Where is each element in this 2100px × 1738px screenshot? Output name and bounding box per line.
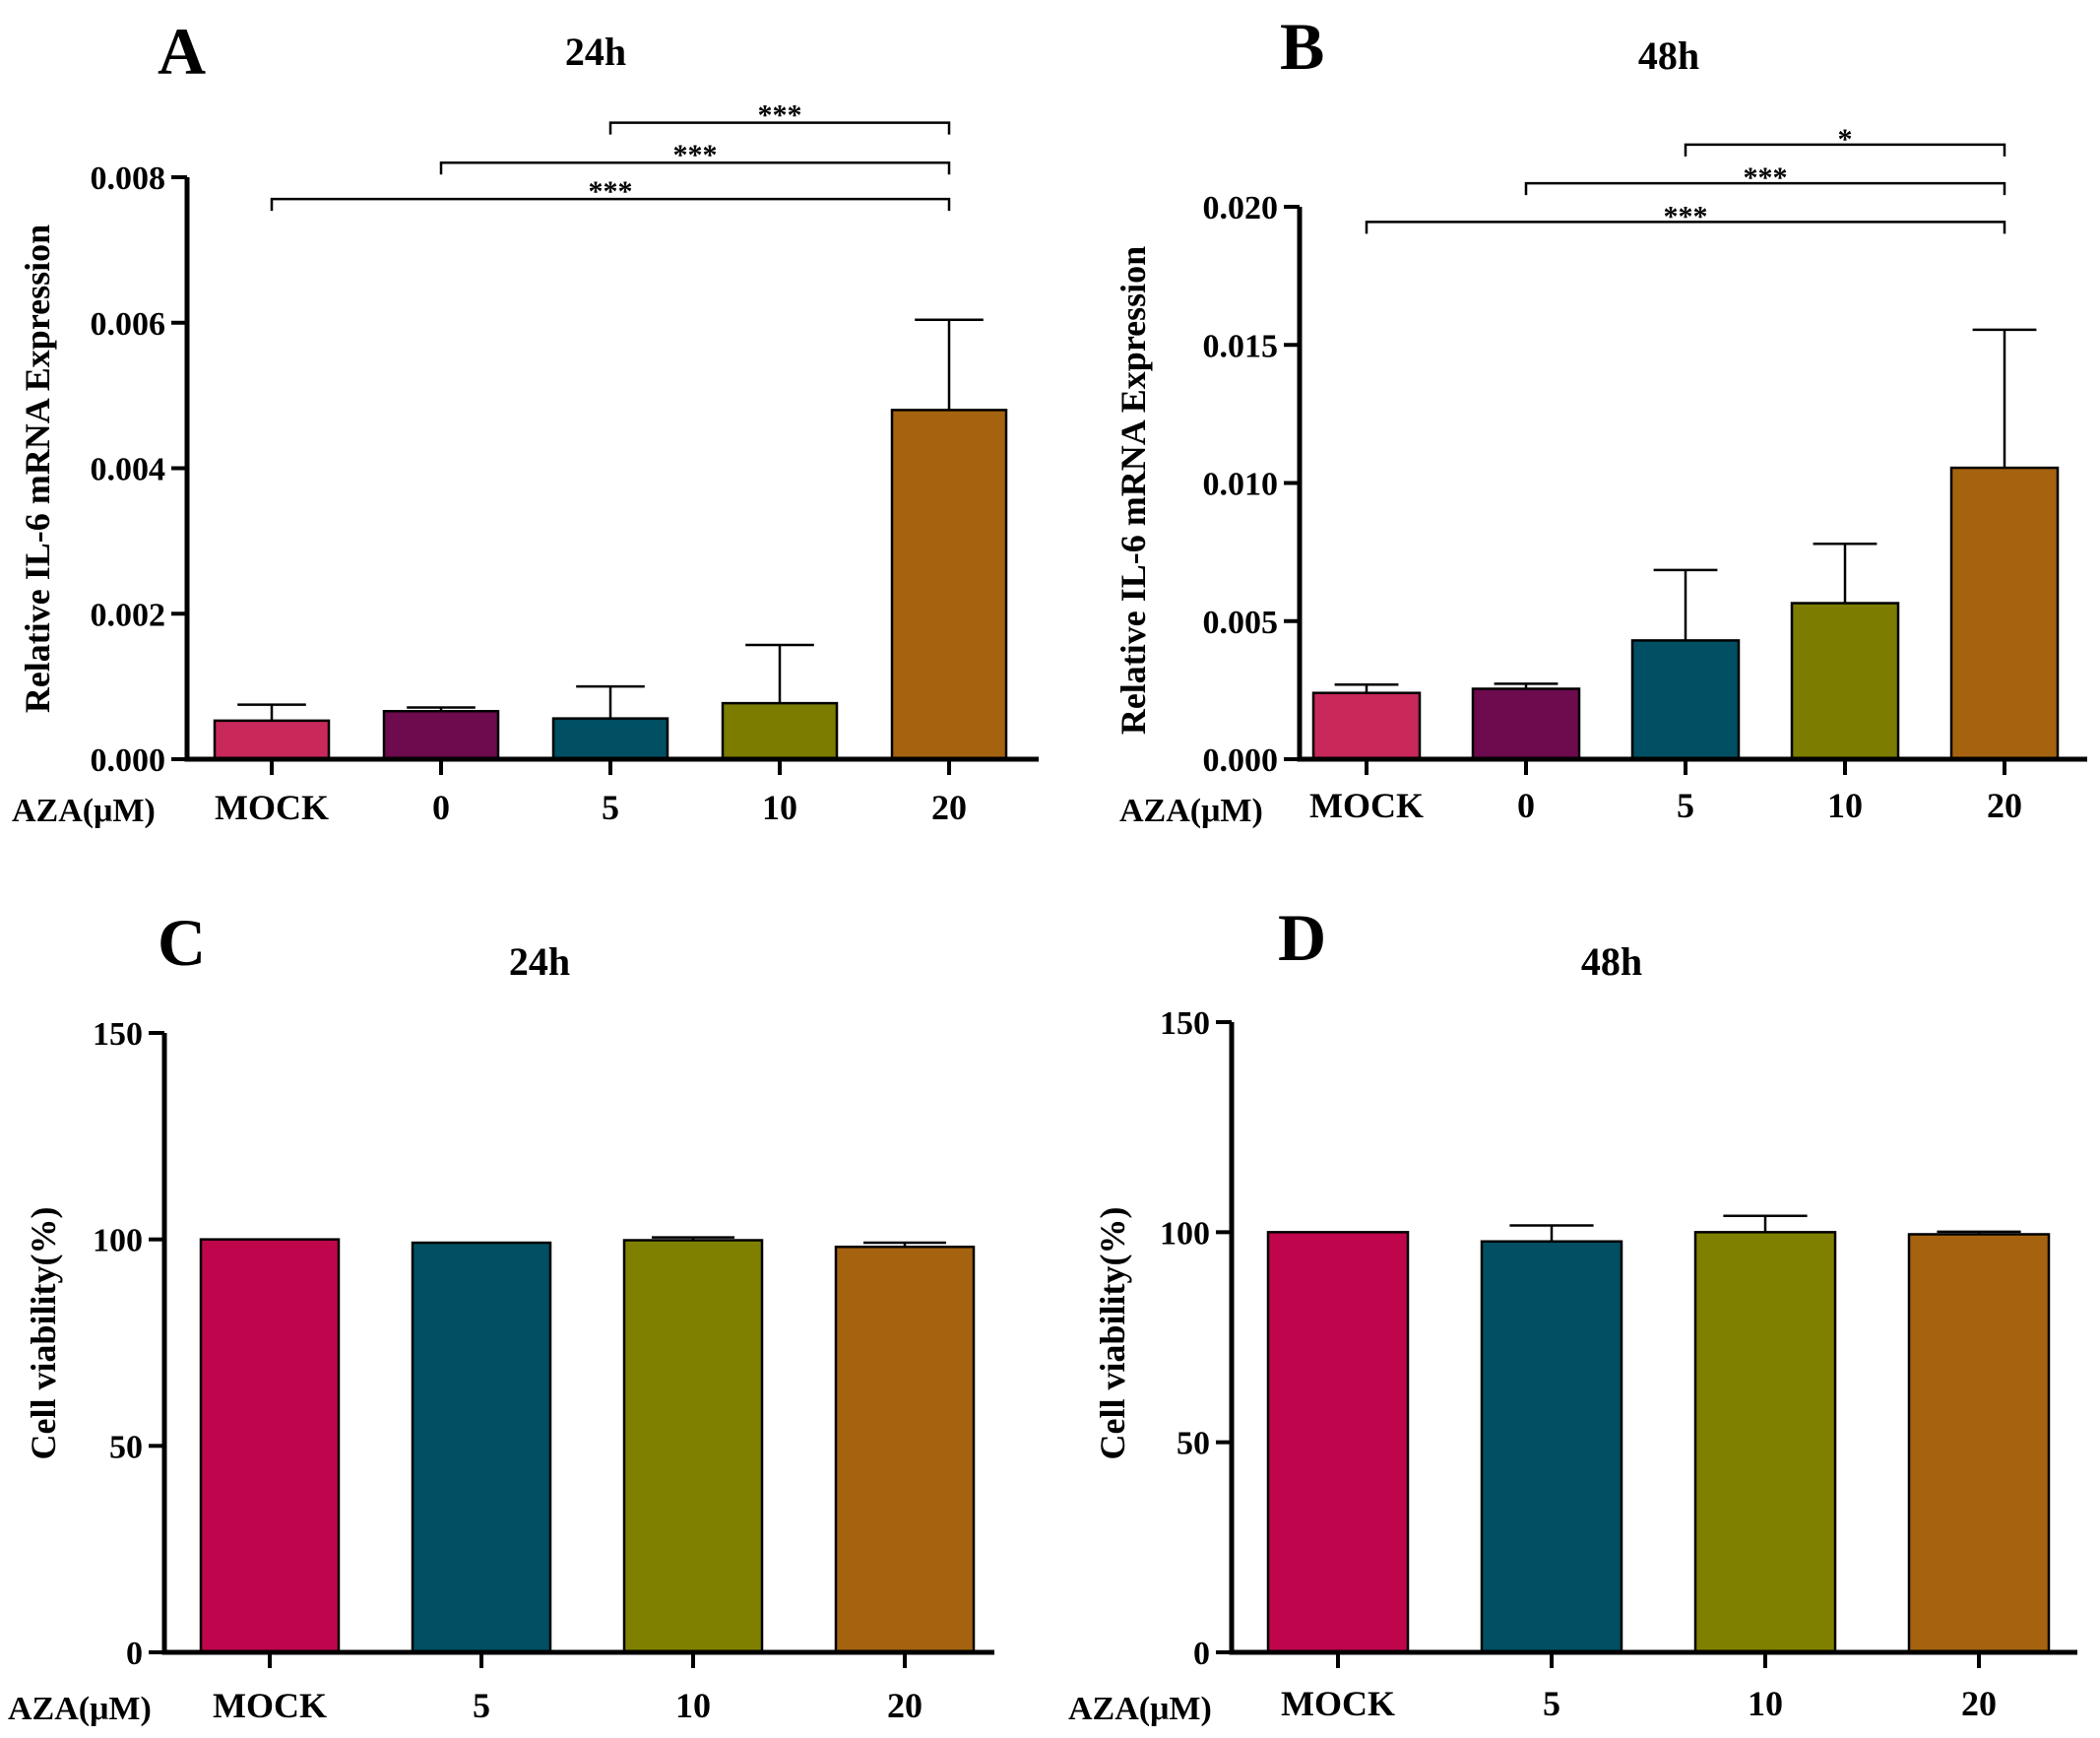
chart-title: 48h [1581,939,1642,984]
significance-bracket [439,161,951,175]
y-tick-label: 0.008 [91,161,166,197]
y-tick-label: 50 [109,1429,143,1465]
bar [199,1238,341,1654]
bar [411,1241,552,1654]
significance-label: *** [589,175,633,208]
panel-b: B 48h 0.000 0.005 0.010 0.015 0.020 MOCK 0 5 10 20 A… [1114,9,2087,829]
x-tick-label: MOCK [1309,786,1424,825]
bar [1471,687,1581,761]
y-axis-label: Cell viability(%) [1093,1207,1132,1460]
y-tick-label: 0.020 [1203,190,1279,226]
bar [834,1245,976,1654]
x-tick-label: MOCK [1281,1684,1395,1723]
y-tick-label: 0 [126,1636,143,1672]
x-axis-label: AZA(μM) [1068,1691,1212,1727]
bar [890,409,1008,761]
y-tick-label: 50 [1177,1426,1210,1462]
significance-bracket [270,197,951,212]
y-tick-label: 100 [1160,1215,1210,1252]
y-tick-label: 0 [1193,1636,1210,1672]
x-tick-label: 20 [887,1686,923,1725]
y-tick-label: 0.002 [91,597,166,633]
x-tick-label: 0 [1517,786,1535,825]
x-tick-label: MOCK [215,788,329,827]
bar [1266,1231,1410,1654]
y-tick-label: 0.000 [1203,742,1279,779]
bar [1480,1240,1623,1654]
panel-letter: D [1278,900,1326,975]
significance-label: *** [673,139,718,171]
x-tick-label: 5 [473,1686,490,1725]
panel-c: C 24h 0 50 100 150 MOCK 5 10 20 AZA(μM) Cell viabil… [8,905,994,1727]
y-axis-label: Cell viability(%) [24,1207,63,1460]
x-tick-label: MOCK [213,1686,327,1725]
bar [622,1239,764,1654]
x-tick-label: 5 [1543,1684,1560,1723]
significance-bracket [1365,221,2006,234]
x-axis-label: AZA(μM) [1119,793,1263,829]
x-tick-label: 10 [1827,786,1863,825]
significance-label: * [1838,123,1853,156]
bar [1311,691,1422,761]
bar [213,719,331,761]
significance-label: *** [1744,161,1788,194]
x-tick-label: 20 [1961,1684,1997,1723]
x-tick-label: 5 [1677,786,1694,825]
x-tick-label: 20 [1987,786,2022,825]
y-tick-label: 150 [93,1016,143,1053]
y-tick-label: 0.015 [1203,328,1279,364]
x-tick-label: 5 [602,788,619,827]
chart-title: 24h [565,30,626,74]
y-tick-label: 0.006 [91,306,166,343]
bar [1907,1233,2051,1654]
bar [1693,1231,1837,1654]
x-tick-label: 10 [675,1686,711,1725]
panel-letter: B [1280,9,1324,84]
x-tick-label: 0 [432,788,450,827]
x-tick-label: 10 [1748,1684,1783,1723]
significance-bracket [1684,143,2006,157]
y-tick-label: 0.010 [1203,467,1279,503]
significance-label: *** [1664,200,1708,232]
chart-title: 48h [1638,33,1699,78]
x-axis-label: AZA(μM) [12,793,156,829]
bar [1790,602,1900,761]
x-tick-label: 20 [931,788,967,827]
y-tick-label: 0.004 [91,452,166,488]
y-tick-label: 150 [1160,1005,1210,1042]
bar [721,701,839,761]
y-tick-label: 100 [93,1223,143,1259]
panel-a: A 24h 0.000 0.002 0.004 0.006 0.008 MOCK 0 5 10 20 A… [12,14,1039,829]
panel-d: D 48h 0 50 100 150 MOCK 5 10 20 AZA(μM) Cell viabil… [1068,900,2077,1727]
bar [382,709,500,761]
y-tick-label: 0.000 [91,742,166,779]
panel-letter: C [158,905,206,980]
panel-letter: A [158,14,206,89]
y-tick-label: 0.005 [1203,605,1279,641]
significance-bracket [608,121,951,135]
bar [551,717,669,761]
bar [1949,466,2060,761]
x-tick-label: 10 [762,788,797,827]
x-axis-label: AZA(μM) [8,1691,152,1727]
bar [1630,639,1741,761]
y-axis-label: Relative IL-6 mRNA Expression [18,225,57,713]
significance-bracket [1524,181,2006,196]
y-axis-label: Relative IL-6 mRNA Expression [1114,246,1153,735]
chart-title: 24h [509,939,570,984]
significance-label: *** [758,99,802,132]
